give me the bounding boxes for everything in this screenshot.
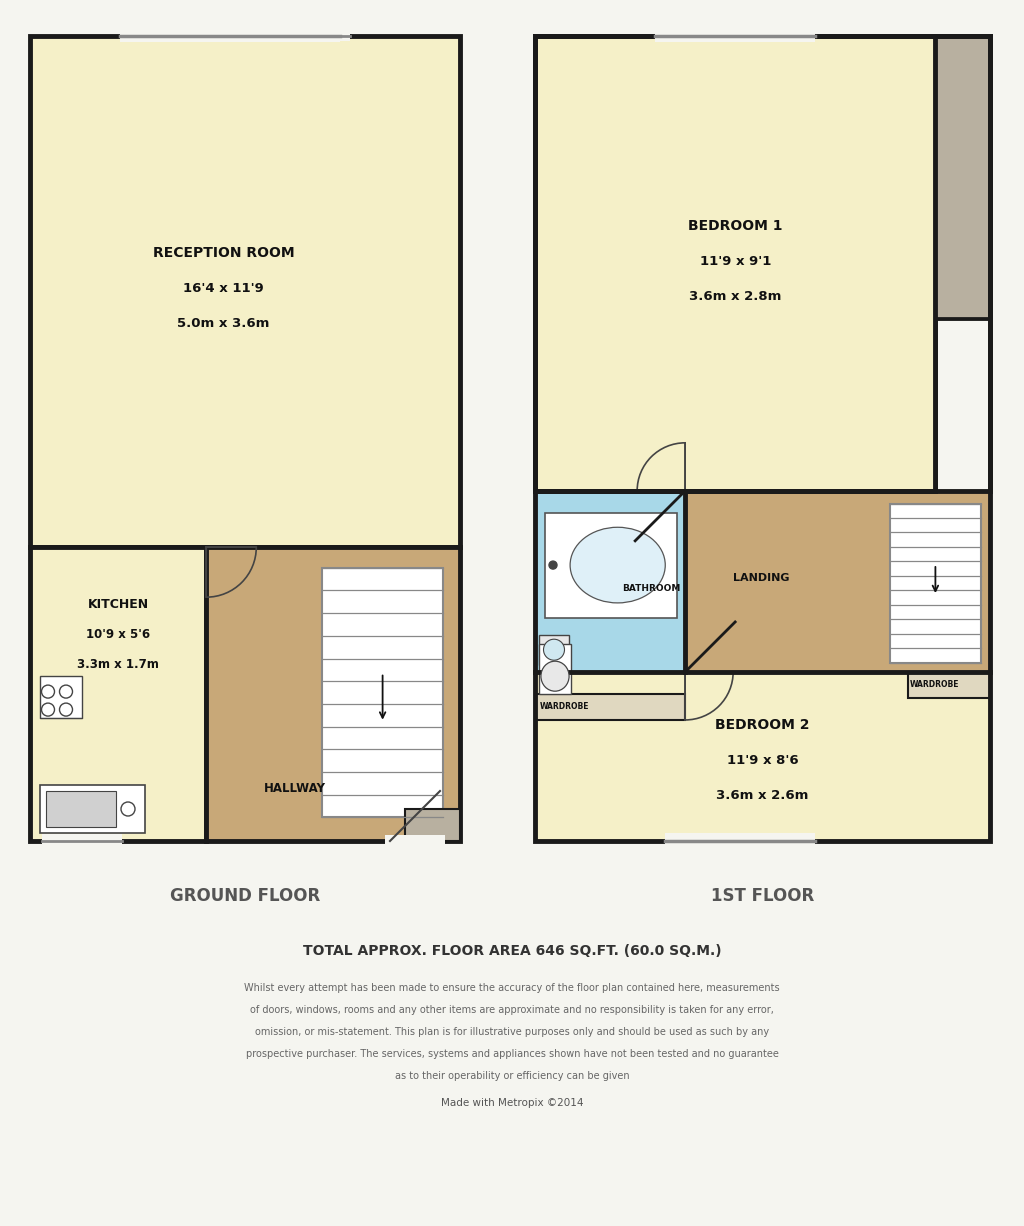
Bar [539,635,569,664]
Text: KITCHEN: KITCHEN [88,598,148,611]
Text: 3.3m x 1.7m: 3.3m x 1.7m [77,658,159,671]
Ellipse shape [570,527,666,603]
Bar [539,644,571,694]
Bar [545,512,677,618]
Text: as to their operability or efficiency can be given: as to their operability or efficiency ca… [394,1072,630,1081]
Bar [385,835,445,845]
Text: 3.6m x 2.6m: 3.6m x 2.6m [717,788,809,802]
Bar [323,568,442,818]
Text: LANDING: LANDING [733,573,790,582]
Bar [685,490,990,672]
Text: 1ST FLOOR: 1ST FLOOR [711,886,814,905]
Bar [935,36,990,318]
Text: WARDROBE: WARDROBE [910,680,959,689]
Text: 11'9 x 9'1: 11'9 x 9'1 [699,255,771,267]
Bar [535,694,685,720]
Text: of doors, windows, rooms and any other items are approximate and no responsibili: of doors, windows, rooms and any other i… [250,1005,774,1015]
Bar [120,29,350,40]
Bar [935,36,990,318]
Text: 3.6m x 2.8m: 3.6m x 2.8m [689,289,781,303]
Text: 11'9 x 8'6: 11'9 x 8'6 [727,754,799,766]
Bar [890,504,981,663]
Bar [655,28,815,42]
Bar [206,547,460,841]
Bar [40,785,145,832]
Ellipse shape [541,661,569,691]
Text: BEDROOM 1: BEDROOM 1 [688,219,782,233]
Bar [665,832,815,847]
Bar [46,791,116,828]
Bar [535,36,935,490]
Circle shape [544,639,564,661]
Text: HALLWAY: HALLWAY [264,782,326,794]
Text: 5.0m x 3.6m: 5.0m x 3.6m [177,316,269,330]
Bar [30,36,460,547]
Bar [535,36,990,490]
Bar [30,547,206,841]
Bar [535,672,990,841]
Text: GROUND FLOOR: GROUND FLOOR [170,886,321,905]
Text: prospective purchaser. The services, systems and appliances shown have not been : prospective purchaser. The services, sys… [246,1049,778,1059]
Bar [535,490,685,694]
Text: 10'9 x 5'6: 10'9 x 5'6 [86,628,151,641]
Text: Whilst every attempt has been made to ensure the accuracy of the floor plan cont: Whilst every attempt has been made to en… [244,983,780,993]
Bar [908,672,990,698]
Text: TOTAL APPROX. FLOOR AREA 646 SQ.FT. (60.0 SQ.M.): TOTAL APPROX. FLOOR AREA 646 SQ.FT. (60.… [303,944,721,958]
Bar [406,809,460,841]
Text: RECEPTION ROOM: RECEPTION ROOM [153,246,294,260]
Text: BATHROOM: BATHROOM [623,584,681,593]
Circle shape [549,562,557,569]
Text: 16'4 x 11'9: 16'4 x 11'9 [183,282,264,295]
Bar [535,36,935,490]
Text: BEDROOM 2: BEDROOM 2 [715,718,810,732]
Text: Made with Metropix ©2014: Made with Metropix ©2014 [440,1098,584,1108]
Text: WARDROBE: WARDROBE [540,702,590,711]
Bar [535,36,990,841]
Text: omission, or mis-statement. This plan is for illustrative purposes only and shou: omission, or mis-statement. This plan is… [255,1027,769,1037]
Bar [42,834,122,846]
Bar [40,676,82,717]
Bar [120,28,340,42]
